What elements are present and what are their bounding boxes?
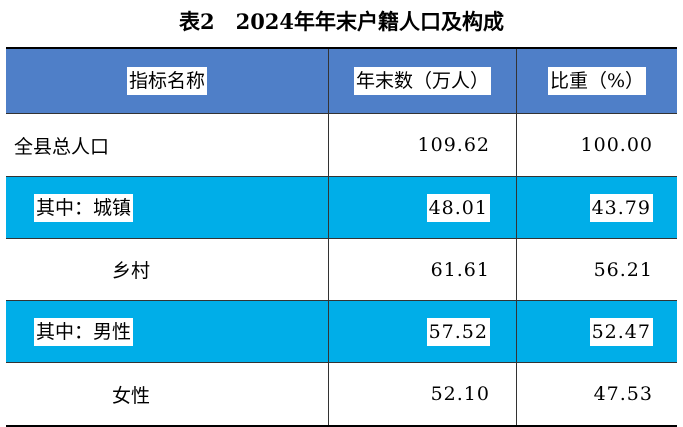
- row-label: 女性: [112, 384, 151, 407]
- row-share: 47.53: [516, 363, 677, 425]
- table-row: 乡村 61.61 56.21: [6, 239, 677, 301]
- table-title: 表2 2024年年末户籍人口及构成: [178, 9, 505, 34]
- row-label: 乡村: [112, 260, 151, 282]
- row-label: 其中：城镇: [6, 177, 328, 238]
- header-cell-count: 年末数（万人）: [328, 49, 516, 113]
- row-count: 61.61: [328, 239, 516, 300]
- row-share: 43.79: [516, 177, 677, 238]
- table-row: 其中：城镇 48.01 43.79: [6, 177, 677, 239]
- table-row: 女性 52.10 47.53: [6, 363, 677, 427]
- row-share: 100.00: [516, 114, 677, 176]
- row-count: 48.01: [328, 177, 516, 238]
- header-cell-indicator: 指标名称: [6, 49, 328, 113]
- row-share: 52.47: [516, 301, 677, 362]
- table-row: 全县总人口 109.62 100.00: [6, 114, 677, 177]
- population-table: 指标名称 年末数（万人） 比重（%） 全县总人口 109.62 100.00 其…: [6, 47, 677, 427]
- row-count: 52.10: [328, 363, 516, 425]
- row-share: 56.21: [516, 239, 677, 300]
- table-header-row: 指标名称 年末数（万人） 比重（%）: [6, 49, 677, 114]
- row-label: 其中：男性: [6, 301, 328, 362]
- header-cell-share: 比重（%）: [516, 49, 677, 113]
- row-count: 109.62: [328, 114, 516, 176]
- row-label: 全县总人口: [14, 135, 110, 158]
- table-row: 其中：男性 57.52 52.47: [6, 301, 677, 363]
- row-count: 57.52: [328, 301, 516, 362]
